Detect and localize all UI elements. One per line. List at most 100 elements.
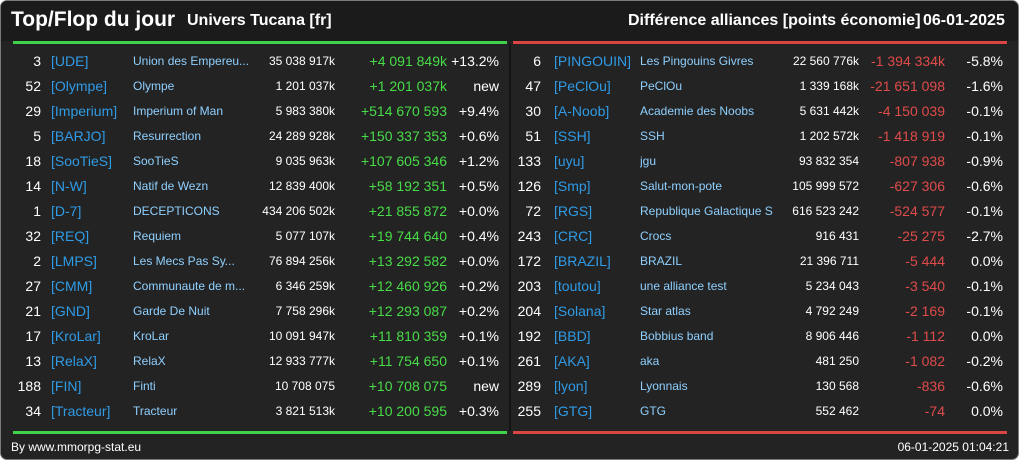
difference-value: +13 292 582: [368, 253, 447, 269]
alliance-tag[interactable]: [PeClOu]: [554, 78, 611, 94]
percent-change: 0.0%: [971, 253, 1003, 269]
difference-value: +21 855 872: [368, 203, 447, 219]
percent-change: +13.2%: [451, 53, 499, 69]
difference-value: +10 708 075: [368, 378, 447, 394]
alliance-name[interactable]: Crocs: [640, 229, 672, 243]
percent-change: new: [473, 78, 499, 94]
alliance-tag[interactable]: [Imperium]: [51, 103, 118, 119]
percent-change: -2.7%: [966, 228, 1003, 244]
alliance-name[interactable]: SSH: [640, 129, 665, 143]
rank: 27: [25, 278, 41, 294]
alliance-name[interactable]: SooTieS: [133, 154, 179, 168]
alliance-name[interactable]: jgu: [640, 154, 657, 168]
alliance-name[interactable]: Finti: [133, 379, 156, 393]
alliance-tag[interactable]: [N-W]: [51, 178, 87, 194]
top-row: 1 [D-7] DECEPTICONS 434 206 502k +21 855 872…: [13, 199, 507, 224]
alliance-tag[interactable]: [FIN]: [51, 378, 82, 394]
alliance-tag[interactable]: [UDE]: [51, 53, 89, 69]
alliance-tag[interactable]: [RelaX]: [51, 353, 97, 369]
alliance-tag[interactable]: [SooTieS]: [51, 153, 112, 169]
points-value: 93 832 354: [798, 154, 859, 168]
alliance-tag[interactable]: [uyu]: [554, 153, 585, 169]
difference-value: +4 091 849k: [369, 53, 447, 69]
alliance-tag[interactable]: [CMM]: [51, 278, 93, 294]
alliance-tag[interactable]: [BARJO]: [51, 128, 106, 144]
alliance-name[interactable]: aka: [640, 354, 660, 368]
alliance-name[interactable]: une alliance test: [640, 279, 727, 293]
top-row: 5 [BARJO] Resurrection 24 289 928k +150 337 …: [13, 124, 507, 149]
difference-value: -74: [924, 403, 945, 419]
alliance-name[interactable]: Academie des Noobs: [640, 104, 755, 118]
alliance-tag[interactable]: [Tracteur]: [51, 403, 111, 419]
alliance-tag[interactable]: [toutou]: [554, 278, 601, 294]
difference-value: +12 293 087: [368, 303, 447, 319]
alliance-name[interactable]: Republique Galactique S: [640, 204, 773, 218]
flop-row: 47 [PeClOu] PeClOu 1 339 168k -21 651 098 -1.…: [513, 74, 1007, 99]
percent-change: -1.6%: [966, 78, 1003, 94]
header-bar: Top/Flop du jour Univers Tucana [fr] Dif…: [1, 1, 1018, 41]
rank: 192: [517, 328, 541, 344]
alliance-name[interactable]: Olympe: [133, 79, 175, 93]
percent-change: -0.6%: [966, 378, 1003, 394]
alliance-tag[interactable]: [lyon]: [554, 378, 588, 394]
top-row: 18 [SooTieS] SooTieS 9 035 963k +107 605 346…: [13, 149, 507, 174]
points-value: 76 894 256k: [268, 254, 335, 268]
alliance-tag[interactable]: [BBD]: [554, 328, 591, 344]
alliance-name[interactable]: Salut-mon-pote: [640, 179, 723, 193]
flop-row: 51 [SSH] SSH 1 202 572k -1 418 919 -0.1%: [513, 124, 1007, 149]
alliance-name[interactable]: Tracteur: [133, 404, 178, 418]
alliance-tag[interactable]: [Olympe]: [51, 78, 108, 94]
rank: 51: [525, 128, 541, 144]
points-value: 12 839 400k: [268, 179, 335, 193]
alliance-name[interactable]: PeClOu: [640, 79, 683, 93]
metric-label: Différence alliances [points économie]: [628, 12, 921, 29]
alliance-name[interactable]: Requiem: [133, 229, 182, 243]
alliance-tag[interactable]: [BRAZIL]: [554, 253, 611, 269]
alliance-name[interactable]: Les Pingouins Givres: [640, 54, 754, 68]
alliance-name[interactable]: Lyonnais: [640, 379, 688, 393]
alliance-tag[interactable]: [CRC]: [554, 228, 593, 244]
alliance-tag[interactable]: [GTG]: [554, 403, 593, 419]
alliance-tag[interactable]: [LMPS]: [51, 253, 97, 269]
alliance-tag[interactable]: [GND]: [51, 303, 90, 319]
alliance-name[interactable]: Les Mecs Pas Sy...: [133, 254, 235, 268]
alliance-name[interactable]: DECEPTICONS: [133, 204, 220, 218]
alliance-tag[interactable]: [PINGOUIN]: [554, 53, 632, 69]
flop-row: 30 [A-Noob] Academie des Noobs 5 631 442k -4…: [513, 99, 1007, 124]
alliance-name[interactable]: Natif de Wezn: [133, 179, 209, 193]
difference-value: -4 150 039: [878, 103, 945, 119]
alliance-tag[interactable]: [RGS]: [554, 203, 593, 219]
rank: 34: [25, 403, 41, 419]
top-row: 14 [N-W] Natif de Wezn 12 839 400k +58 192 3…: [13, 174, 507, 199]
difference-value: -21 651 098: [870, 78, 945, 94]
column-divider: [509, 44, 511, 431]
alliance-name[interactable]: Communaute de m...: [133, 279, 246, 293]
alliance-tag[interactable]: [AKA]: [554, 353, 590, 369]
alliance-name[interactable]: KroLar: [133, 329, 170, 343]
difference-value: -1 112: [906, 328, 945, 344]
percent-change: -0.1%: [966, 278, 1003, 294]
percent-change: -0.1%: [966, 103, 1003, 119]
alliance-name[interactable]: Imperium of Man: [133, 104, 224, 118]
alliance-tag[interactable]: [A-Noob]: [554, 103, 610, 119]
alliance-name[interactable]: Union des Empereu...: [133, 54, 250, 68]
alliance-name[interactable]: Garde De Nuit: [133, 304, 210, 318]
points-value: 5 631 442k: [799, 104, 859, 118]
alliance-name[interactable]: Resurrection: [133, 129, 202, 143]
alliance-name[interactable]: Bobbius band: [640, 329, 714, 343]
alliance-tag[interactable]: [Solana]: [554, 303, 606, 319]
alliance-tag[interactable]: [KroLar]: [51, 328, 101, 344]
alliance-tag[interactable]: [D-7]: [51, 203, 82, 219]
percent-change: -5.8%: [966, 53, 1003, 69]
top-row: 29 [Imperium] Imperium of Man 5 983 380k +51…: [13, 99, 507, 124]
alliance-name[interactable]: Star atlas: [640, 304, 691, 318]
percent-change: 0.0%: [971, 328, 1003, 344]
alliance-name[interactable]: GTG: [640, 404, 666, 418]
alliance-tag[interactable]: [Smp]: [554, 178, 591, 194]
alliance-name[interactable]: BRAZIL: [640, 254, 683, 268]
alliance-tag[interactable]: [REQ]: [51, 228, 90, 244]
alliance-tag[interactable]: [SSH]: [554, 128, 591, 144]
alliance-name[interactable]: RelaX: [133, 354, 166, 368]
rank: 18: [25, 153, 41, 169]
